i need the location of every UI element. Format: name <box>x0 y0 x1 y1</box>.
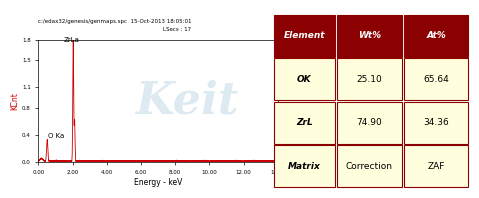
Text: 74.90: 74.90 <box>356 118 382 127</box>
X-axis label: Energy - keV: Energy - keV <box>134 178 182 187</box>
FancyBboxPatch shape <box>404 145 468 187</box>
Text: ZAF: ZAF <box>427 162 445 171</box>
Text: 25.10: 25.10 <box>356 75 382 84</box>
FancyBboxPatch shape <box>337 145 402 187</box>
Text: Matrix: Matrix <box>288 162 321 171</box>
Text: Element: Element <box>284 31 325 40</box>
FancyBboxPatch shape <box>337 102 402 144</box>
FancyBboxPatch shape <box>404 102 468 144</box>
FancyBboxPatch shape <box>337 15 402 57</box>
Text: At%: At% <box>426 31 446 40</box>
FancyBboxPatch shape <box>274 145 335 187</box>
FancyBboxPatch shape <box>274 15 335 57</box>
Y-axis label: KCnt: KCnt <box>10 92 19 110</box>
Text: OK: OK <box>297 75 312 84</box>
Text: ZrL: ZrL <box>296 118 313 127</box>
FancyBboxPatch shape <box>337 58 402 100</box>
Text: O Ka: O Ka <box>48 133 64 139</box>
Text: Wt%: Wt% <box>358 31 381 40</box>
Text: Correction: Correction <box>346 162 393 171</box>
FancyBboxPatch shape <box>404 15 468 57</box>
Text: c:/edax32/genesis/genmaps.spc  15-Oct-2013 18:05:01: c:/edax32/genesis/genmaps.spc 15-Oct-201… <box>38 19 192 24</box>
FancyBboxPatch shape <box>274 102 335 144</box>
FancyBboxPatch shape <box>274 58 335 100</box>
FancyBboxPatch shape <box>404 58 468 100</box>
Text: ZrLa: ZrLa <box>64 37 80 43</box>
Text: LSecs : 17: LSecs : 17 <box>163 27 191 32</box>
Text: Keit: Keit <box>135 79 239 123</box>
Text: 34.36: 34.36 <box>423 118 449 127</box>
Text: 65.64: 65.64 <box>423 75 449 84</box>
